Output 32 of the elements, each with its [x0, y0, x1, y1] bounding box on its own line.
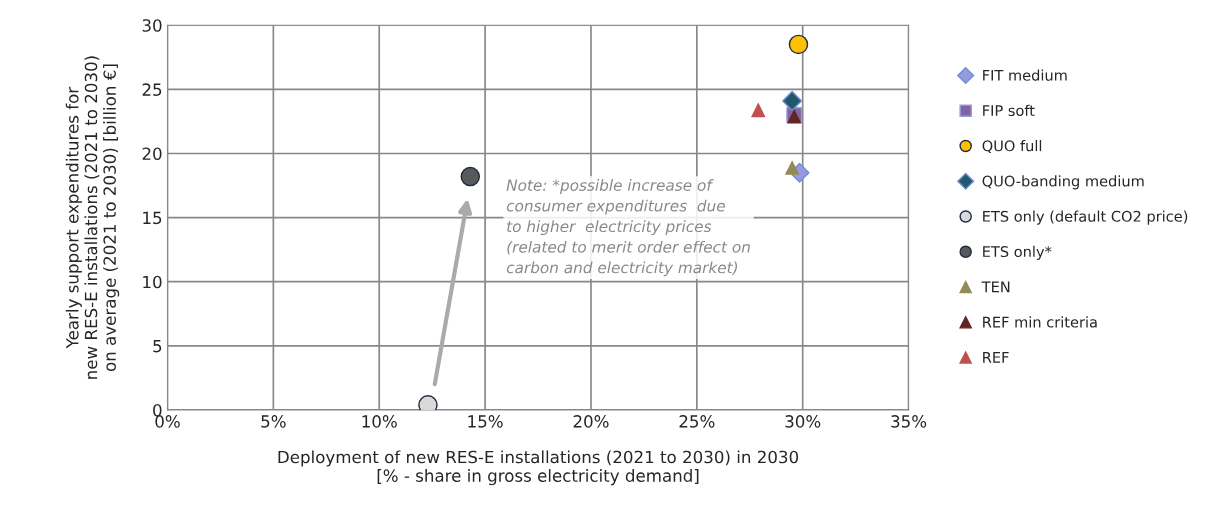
- point: [460, 166, 481, 187]
- x-tick-label: 35%: [891, 415, 927, 428]
- point: [788, 34, 809, 55]
- legend-label: REF min criteria: [983, 316, 1097, 328]
- legend-label: QUO full: [982, 140, 1042, 153]
- y-tick-label: 30: [142, 19, 162, 32]
- y-tick-label: 0: [153, 403, 162, 417]
- legend-label: ETS only*: [983, 245, 1052, 260]
- y-tick-label: 25: [142, 83, 162, 96]
- x-tick-label: 20%: [573, 415, 609, 428]
- y-tick-label: 10: [143, 275, 162, 289]
- legend-label: ETS only (default CO2 price): [983, 210, 1188, 225]
- x-tick-label: 15%: [468, 415, 503, 428]
- y-tick-label: 20: [142, 147, 162, 161]
- y-tick-label: 15: [143, 211, 162, 225]
- x-tick-label: 10%: [362, 415, 397, 428]
- legend-label: TEN: [981, 281, 1010, 293]
- legend-label: QUO-banding medium: [982, 175, 1144, 190]
- legend-label: FIT medium: [983, 69, 1067, 81]
- x-tick-label: 0%: [155, 415, 180, 428]
- y-tick-label: 5: [153, 340, 162, 353]
- point: [782, 90, 803, 111]
- x-axis-title: Deployment of new RES-E installations (2021 to 2030) in 2030 [% - share in gross electricity demand]: [278, 450, 799, 486]
- point: [750, 102, 766, 118]
- point: [784, 160, 800, 175]
- legend-label: FIP soft: [983, 104, 1035, 117]
- y-axis-title: Yearly support expenditures for new RES-E installations (2021 to 2030) on average (2021 to 2030) [billion €]: [65, 56, 120, 379]
- legend-label: REF: [983, 352, 1009, 363]
- x-tick-label: 25%: [679, 415, 715, 428]
- x-tick-label: 30%: [785, 415, 821, 428]
- annotation: Note: *possible increase of consumer expenditures due to higher electricity prices (related to merit order effect on carbon and electricity market): [506, 179, 750, 277]
- x-tick-label: 5%: [261, 415, 286, 428]
